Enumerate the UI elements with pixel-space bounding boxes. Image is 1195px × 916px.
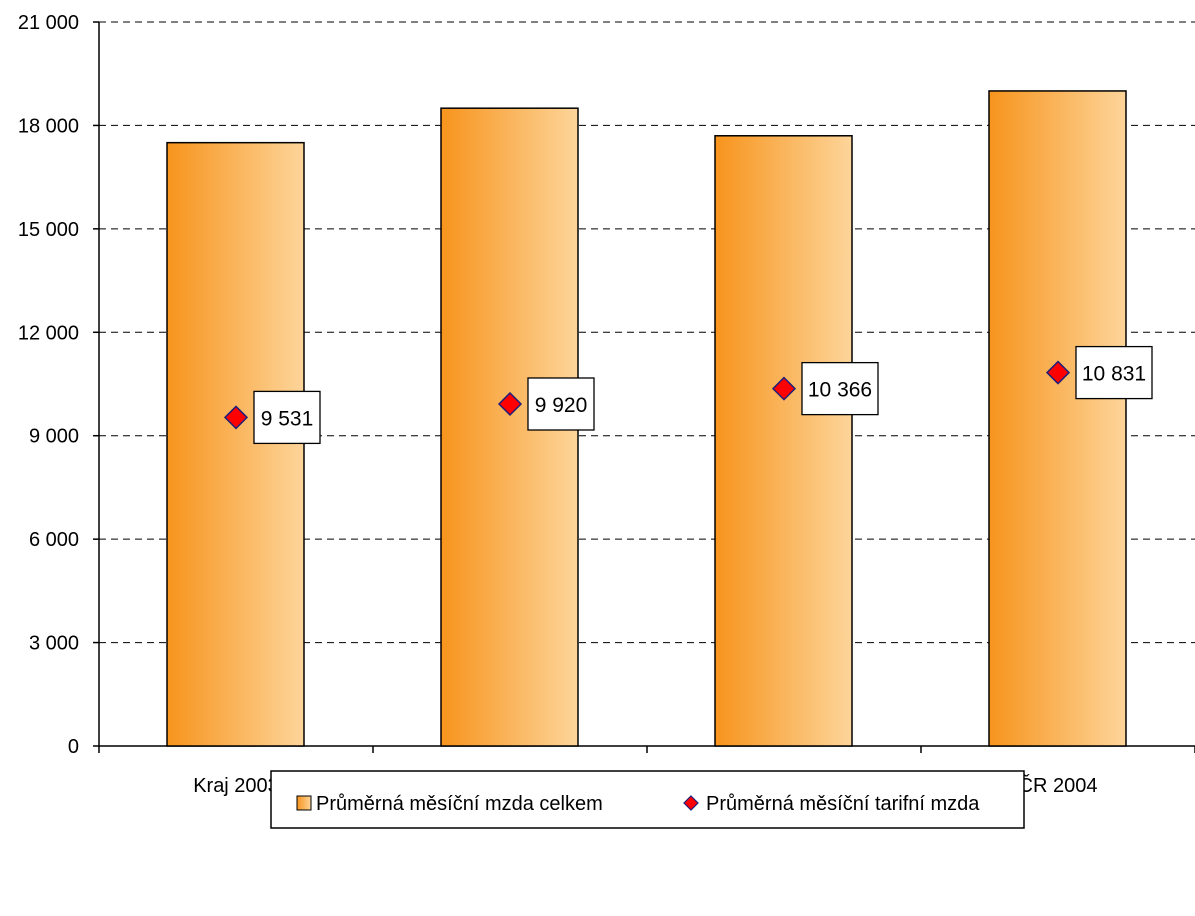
legend-bar-swatch [296,795,312,811]
y-tick-labels: 0 3 000 6 000 9 000 12 000 15 000 18 000 21 000 [18,12,99,758]
data-label-box [527,377,595,431]
data-label: 9 531 [253,390,321,445]
data-label: 10 831 [1075,345,1153,400]
data-label-text: 10 366 [808,379,872,402]
x-tick-marks [98,746,1195,753]
bars [166,90,1127,747]
legend-marker-label: Průměrná měsíční tarifní mzda [706,793,980,815]
bar [988,90,1127,747]
marker-point [1045,360,1071,385]
y-tick-label: 0 [68,736,79,758]
bar [166,141,305,747]
data-label-box [801,361,879,416]
legend-bar-label: Průměrná měsíční mzda celkem [316,793,603,815]
data-label-text: 9 920 [535,394,588,417]
bar [714,135,853,747]
data-label: 9 920 [527,377,595,431]
y-tick-label: 3 000 [29,633,79,655]
category-label: Kraj 2003 [193,775,279,797]
y-tick-label: 21 000 [18,12,79,34]
data-label: 10 366 [801,361,879,416]
y-tick-label: 12 000 [18,322,79,344]
data-label-text: 9 531 [261,407,314,430]
data-label-box [253,390,321,445]
marker-point [223,405,249,430]
data-label-text: 10 831 [1082,363,1146,386]
legend-box [270,770,1025,829]
y-tick-label: 9 000 [29,426,79,448]
category-label: ČR 2004 [1019,774,1098,797]
y-tick-label: 15 000 [18,219,79,241]
y-tick-label: 6 000 [29,529,79,551]
data-labels: 9 531 9 920 10 366 10 831 [253,345,1153,445]
markers [223,360,1071,430]
marker-point [497,391,523,417]
y-tick-label: 18 000 [18,115,79,137]
data-label-box [1075,345,1153,400]
legend-marker-swatch [683,795,699,811]
marker-point [771,376,797,401]
legend: Průměrná měsíční mzda celkem Průměrná mě… [270,770,1025,829]
